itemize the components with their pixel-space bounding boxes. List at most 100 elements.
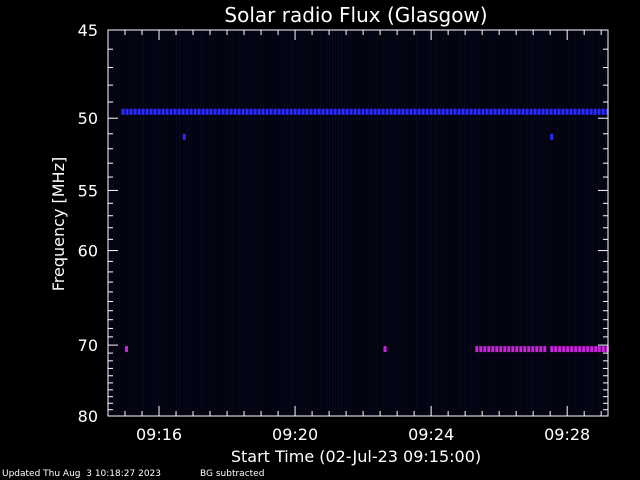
chart-title: Solar radio Flux (Glasgow) — [224, 3, 487, 27]
band-mark — [527, 346, 531, 353]
band-mark — [574, 346, 578, 353]
noise-streak — [368, 31, 369, 415]
band-mark — [597, 108, 601, 115]
noise-streak — [332, 31, 333, 415]
noise-streak — [128, 31, 129, 415]
noise-streak — [413, 31, 414, 415]
band-mark — [601, 346, 605, 353]
band-mark — [133, 108, 137, 115]
band-mark — [578, 346, 582, 353]
band-mark — [309, 108, 313, 115]
band-mark — [281, 108, 285, 115]
band-mark — [205, 108, 209, 115]
noise-streak — [470, 31, 471, 415]
band-mark — [593, 108, 597, 115]
band-mark — [357, 108, 361, 115]
noise-streak — [554, 31, 555, 415]
band-mark — [539, 346, 543, 353]
noise-streak — [116, 31, 117, 415]
noise-streak — [425, 31, 426, 415]
noise-streak — [410, 31, 411, 415]
band-mark — [301, 108, 305, 115]
noise-streak — [119, 31, 120, 415]
band-mark — [185, 108, 189, 115]
band-mark — [129, 108, 133, 115]
band-mark — [217, 108, 221, 115]
noise-streak — [230, 31, 231, 415]
noise-streak — [365, 31, 366, 415]
noise-streak — [566, 31, 567, 415]
noise-streak — [287, 31, 288, 415]
band-mark — [485, 108, 489, 115]
band-mark — [197, 108, 201, 115]
noise-streak — [605, 31, 606, 415]
band-mark — [561, 108, 565, 115]
noise-streak — [539, 31, 540, 415]
noise-streak — [221, 31, 222, 415]
noise-streak — [593, 31, 594, 415]
band-mark — [449, 108, 453, 115]
noise-streak — [299, 31, 300, 415]
band-mark — [125, 108, 129, 115]
noise-streak — [167, 31, 168, 415]
noise-streak — [233, 31, 234, 415]
band-mark — [425, 108, 429, 115]
band-mark — [453, 108, 457, 115]
noise-streak — [155, 31, 156, 415]
band-mark — [479, 346, 483, 353]
band-mark — [429, 108, 433, 115]
noise-streak — [248, 31, 249, 415]
band-mark — [566, 346, 570, 353]
band-mark — [153, 108, 157, 115]
band-mark — [329, 108, 333, 115]
band-mark — [381, 108, 385, 115]
noise-streak — [275, 31, 276, 415]
band-mark — [389, 108, 393, 115]
band-mark — [341, 108, 345, 115]
noise-streak — [398, 31, 399, 415]
band-mark — [523, 346, 527, 353]
noise-streak — [320, 31, 321, 415]
band-mark — [437, 108, 441, 115]
noise-streak — [380, 31, 381, 415]
band-mark — [499, 346, 503, 353]
band-mark — [161, 108, 165, 115]
noise-streak — [143, 31, 144, 415]
band-mark — [417, 108, 421, 115]
noise-streak — [146, 31, 147, 415]
noise-streak — [197, 31, 198, 415]
noise-streak — [455, 31, 456, 415]
band-mark — [549, 108, 553, 115]
noise-streak — [182, 31, 183, 415]
band-mark — [493, 108, 497, 115]
noise-streak — [338, 31, 339, 415]
noise-streak — [533, 31, 534, 415]
noise-streak — [587, 31, 588, 415]
band-mark — [501, 108, 505, 115]
band-mark — [585, 108, 589, 115]
noise-streak — [194, 31, 195, 415]
noise-streak — [200, 31, 201, 415]
noise-streak — [506, 31, 507, 415]
band-mark — [489, 108, 493, 115]
noise-streak — [572, 31, 573, 415]
noise-streak — [149, 31, 150, 415]
noise-streak — [494, 31, 495, 415]
band-mark — [503, 346, 507, 353]
noise-streak — [302, 31, 303, 415]
noise-streak — [329, 31, 330, 415]
noise-streak — [371, 31, 372, 415]
noise-streak — [416, 31, 417, 415]
band-mark — [421, 108, 425, 115]
noise-streak — [215, 31, 216, 415]
band-mark — [413, 108, 417, 115]
noise-streak — [404, 31, 405, 415]
noise-streak — [449, 31, 450, 415]
band-mark — [337, 108, 341, 115]
noise-streak — [317, 31, 318, 415]
noise-streak — [383, 31, 384, 415]
band-mark — [121, 108, 125, 115]
noise-streak — [284, 31, 285, 415]
noise-streak — [473, 31, 474, 415]
